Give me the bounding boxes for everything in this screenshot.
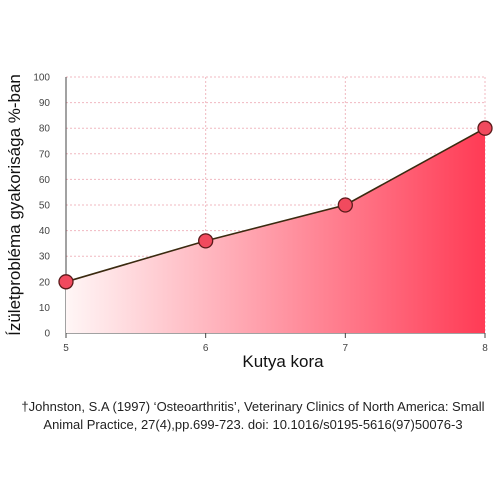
data-point <box>337 197 353 213</box>
y-tick-label: 80 <box>39 124 51 135</box>
area-chart: 0 10 20 30 40 50 60 70 80 90 100 5 6 7 8 Kutya kora Íz… <box>5 73 493 371</box>
x-tick-label: 5 <box>63 343 69 354</box>
tick-labels: 0 10 20 30 40 50 60 70 80 90 100 5 6 7 8 <box>33 73 488 355</box>
line-series <box>65 127 486 283</box>
area-fill <box>66 128 485 333</box>
y-tick-label: 10 <box>39 303 51 314</box>
x-tick-label: 7 <box>343 343 349 354</box>
x-axis-title: Kutya kora <box>242 352 324 371</box>
citation-footnote: †Johnston, S.A (1997) ‘Osteoarthritis’, … <box>14 398 492 434</box>
y-axis-title: Ízületprobléma gyakorisága %-ban <box>5 74 24 336</box>
y-tick-label: 0 <box>44 329 50 340</box>
y-tick-label: 100 <box>33 73 50 84</box>
area-series <box>66 128 485 333</box>
x-tick-label: 8 <box>482 343 488 354</box>
data-point <box>198 233 214 249</box>
y-tick-label: 90 <box>39 98 51 109</box>
y-tick-label: 40 <box>39 226 51 237</box>
y-tick-label: 30 <box>39 252 51 263</box>
series-line <box>65 127 486 283</box>
data-point <box>477 120 493 136</box>
data-point <box>58 274 74 290</box>
y-tick-label: 20 <box>39 277 51 288</box>
footnote-line-2: Animal Practice, 27(4),pp.699-723. doi: … <box>43 417 463 432</box>
y-tick-label: 50 <box>39 201 51 212</box>
y-tick-label: 70 <box>39 149 51 160</box>
y-tick-label: 60 <box>39 175 51 186</box>
data-points <box>58 120 493 290</box>
footnote-line-1: †Johnston, S.A (1997) ‘Osteoarthritis’, … <box>21 399 485 414</box>
x-tick-label: 6 <box>203 343 209 354</box>
